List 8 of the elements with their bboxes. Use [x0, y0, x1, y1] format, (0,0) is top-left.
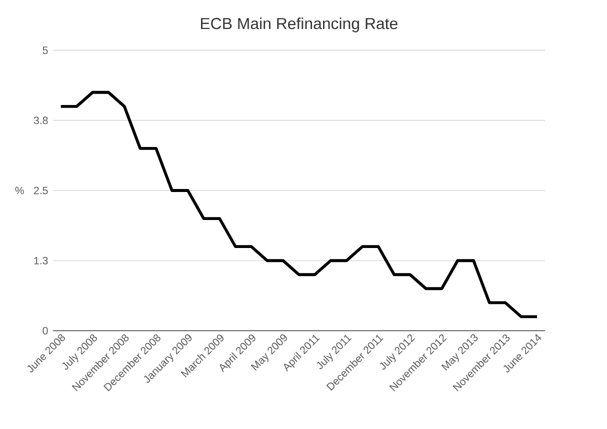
- y-axis-title: %: [15, 186, 24, 194]
- y-tick-label: 3.8: [34, 116, 48, 124]
- line-series: [59, 90, 538, 318]
- y-tick-label: 5: [42, 46, 48, 54]
- y-tick-label: 2.5: [34, 186, 48, 194]
- chart-title: ECB Main Refinancing Rate: [201, 18, 398, 32]
- y-tick-label: 1.3: [34, 256, 48, 264]
- y-tick-label: 0: [42, 326, 48, 334]
